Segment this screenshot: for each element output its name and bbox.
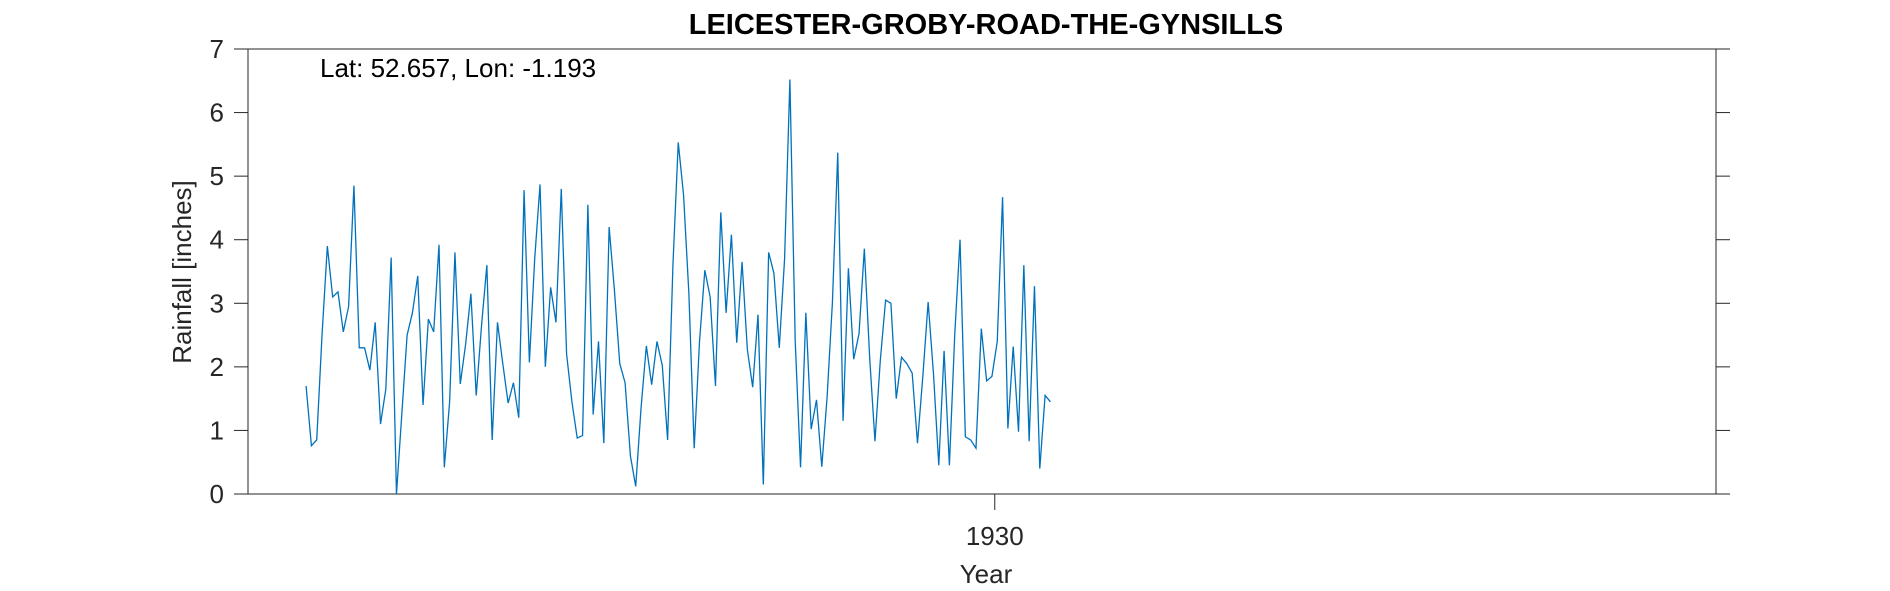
axes-box bbox=[247, 48, 1717, 495]
y-tick-label: 1 bbox=[210, 415, 224, 445]
y-tick-label: 0 bbox=[210, 479, 224, 509]
y-tick-label: 5 bbox=[210, 161, 224, 191]
plot-area: 0 1 2 3 4 5 6 7 1930 bbox=[210, 34, 1730, 551]
chart-title: LEICESTER-GROBY-ROAD-THE-GYNSILLS bbox=[689, 9, 1284, 41]
y-tick-label: 7 bbox=[210, 34, 224, 64]
x-tick-label: 1930 bbox=[966, 521, 1024, 551]
y-tick-label: 4 bbox=[210, 225, 224, 255]
y-tick-label: 6 bbox=[210, 98, 224, 128]
rainfall-series-line bbox=[305, 79, 1051, 495]
y-tick-label: 2 bbox=[210, 352, 224, 382]
location-annotation: Lat: 52.657, Lon: -1.193 bbox=[320, 53, 596, 83]
y-axis-label: Rainfall [inches] bbox=[167, 180, 197, 364]
y-tick-label: 3 bbox=[210, 288, 224, 318]
x-axis-label: Year bbox=[960, 559, 1013, 589]
